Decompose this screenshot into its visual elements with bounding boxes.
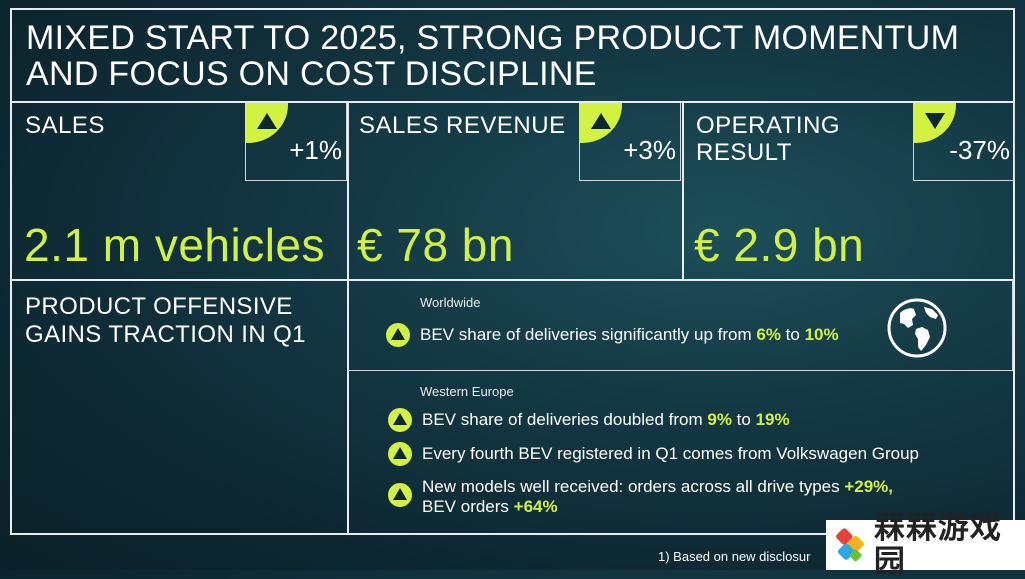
globe-icon [887,298,947,358]
kpi-revenue-label: SALES REVENUE [359,112,566,139]
triangle-down-icon [925,113,945,129]
triangle-up-icon [257,113,277,129]
slide-frame [10,8,1015,535]
triangle-up-icon [393,488,407,500]
watermark-logo-icon [836,528,864,562]
list-item: Every fourth BEV registered in Q1 comes … [388,442,919,466]
region-worldwide: Worldwide [420,295,481,310]
triangle-up-icon [591,113,611,129]
kpi-revenue-change-badge: +3% [579,103,681,181]
divider-kpi-1 [347,101,349,279]
product-section-title: PRODUCT OFFENSIVE GAINS TRACTION IN Q1 [25,293,306,348]
divider-kpi-2 [682,101,684,279]
kpi-sales-label: SALES [25,112,105,139]
watermark-text: 槑槑游戏园 [873,510,1002,579]
region-western-europe: Western Europe [420,384,514,399]
divider-worldwide-right [1012,280,1013,370]
kpi-revenue-change: +3% [623,135,676,165]
triangle-up-icon [393,413,407,425]
list-item: BEV share of deliveries significantly up… [386,323,839,347]
kpi-sales-value: 2.1 m vehicles [24,219,326,271]
kpi-operating-change: -37% [949,135,1010,165]
divider-region [348,370,1013,371]
list-item: BEV share of deliveries doubled from 9% … [388,408,790,432]
kpi-revenue-value: € 78 bn [357,219,514,271]
triangle-up-icon [393,447,407,459]
triangle-up-icon [391,328,405,340]
watermark: 槑槑游戏园 [826,511,1025,579]
kpi-operating-value: € 2.9 bn [694,219,865,271]
footnote: 1) Based on new disclosur [658,549,811,564]
divider-title [10,101,1015,103]
kpi-sales-change: +1% [289,135,342,165]
divider-kpi [10,279,1015,281]
slide-title: MIXED START TO 2025, STRONG PRODUCT MOME… [26,19,960,93]
kpi-operating-change-badge: -37% [913,103,1015,181]
list-item: New models well received: orders across … [388,477,893,517]
kpi-sales-change-badge: +1% [245,103,347,181]
divider-product [347,279,349,535]
kpi-operating-label: OPERATING RESULT [696,112,841,166]
